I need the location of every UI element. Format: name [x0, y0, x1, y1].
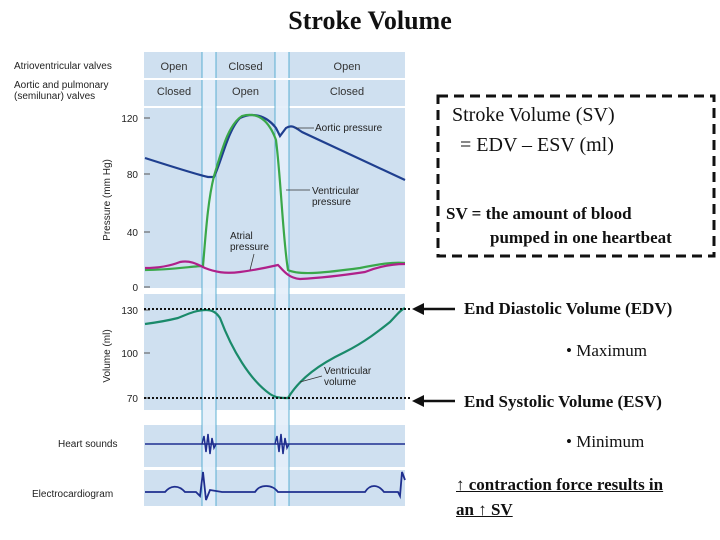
volume-tick-label-70: 70	[127, 394, 139, 405]
semilunar-valves-label-1: Aortic and pulmonary	[14, 80, 109, 91]
atrial-pressure-label-2: pressure	[230, 242, 269, 253]
ecg-label: Electrocardiogram	[32, 489, 114, 500]
definition-line-1: Stroke Volume (SV)	[452, 104, 615, 126]
ventricular-pressure-label-2: pressure	[312, 197, 351, 208]
aortic-pressure-label: Aortic pressure	[315, 123, 383, 134]
ecg-trace	[145, 471, 406, 501]
s2-sound-burst	[274, 433, 290, 455]
definition-line-2: = EDV – ESV (ml)	[460, 134, 614, 156]
ventricular-volume-label-1: Ventricular	[324, 366, 372, 377]
contraction-line-2: an ↑ SV	[456, 500, 513, 519]
av-state-2: Closed	[228, 61, 263, 73]
edv-arrow-head	[412, 303, 424, 315]
ventricular-pressure-curve	[144, 113, 406, 275]
semilunar-state-1: Closed	[156, 86, 192, 98]
volume-label-pointer	[299, 375, 323, 383]
contraction-line-1: ↑ contraction force results in	[456, 475, 664, 494]
volume-tick-label-130: 130	[121, 306, 138, 317]
ventricular-pressure-label-1: Ventricular	[312, 186, 360, 197]
s1-sound-burst	[201, 433, 217, 455]
semilunar-valves-label-2: (semilunar) valves	[14, 91, 96, 102]
ventricular-volume-label-2: volume	[324, 377, 357, 388]
definition-line-3: SV = the amount of blood	[446, 204, 632, 223]
volume-tick-label-100: 100	[121, 349, 138, 360]
pressure-axis-title: Pressure (mm Hg)	[102, 159, 113, 241]
atrial-pressure-label-1: Atrial	[230, 231, 253, 242]
heart-sounds-label: Heart sounds	[58, 439, 118, 450]
page-title: Stroke Volume	[288, 6, 452, 35]
av-state-1: Open	[160, 61, 188, 73]
isovolumetric-contraction-band	[202, 52, 216, 506]
semilunar-state-2: Open	[232, 86, 259, 98]
atrial-pressure-curve	[144, 260, 406, 281]
ventricular-volume-curve	[144, 306, 406, 400]
volume-panel	[144, 294, 405, 410]
semilunar-state-3: Closed	[329, 86, 365, 98]
atrial-label-pointer	[249, 253, 255, 271]
av-valves-label: Atrioventricular valves	[14, 61, 112, 72]
pressure-tick-label-80: 80	[127, 170, 139, 181]
minimum-label: • Minimum	[566, 432, 645, 451]
edv-label: End Diastolic Volume (EDV)	[464, 299, 673, 318]
definition-box-border	[436, 94, 716, 258]
esv-label: End Systolic Volume (ESV)	[464, 392, 662, 411]
pressure-tick-label-40: 40	[127, 228, 139, 239]
av-state-3: Open	[333, 61, 361, 73]
pressure-tick-label-120: 120	[121, 114, 138, 125]
volume-axis-title: Volume (ml)	[102, 329, 113, 382]
esv-arrow-head	[412, 395, 424, 407]
maximum-label: • Maximum	[566, 341, 648, 360]
heart-sounds-panel	[144, 425, 405, 467]
pressure-tick-label-0: 0	[132, 283, 138, 294]
definition-line-4: pumped in one heartbeat	[490, 228, 672, 247]
